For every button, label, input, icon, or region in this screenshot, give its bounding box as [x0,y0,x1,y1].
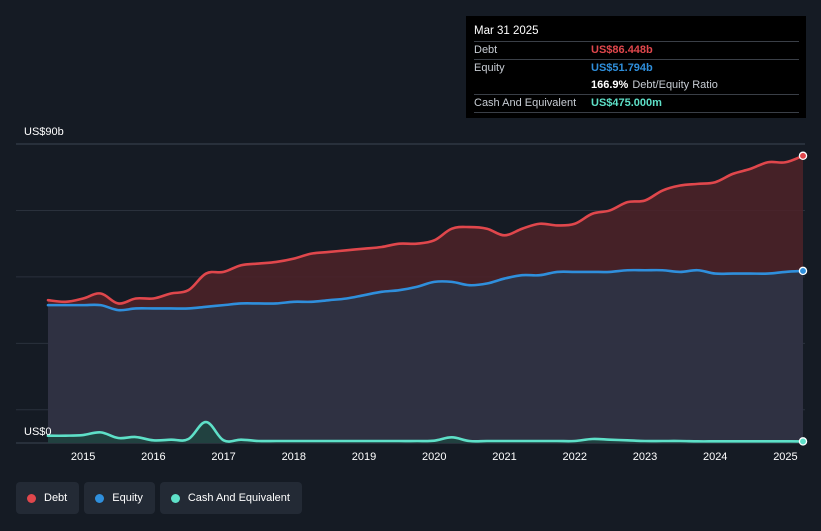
legend-dot-debt [27,493,36,503]
chart-tooltip: Mar 31 2025 Debt US$86.448b Equity US$51… [466,16,806,118]
area-cash-and-equivalent [48,422,803,443]
tooltip-row-cash: Cash And Equivalent US$475.000m [474,95,799,113]
x-tick-label: 2019 [352,451,376,463]
legend-dot-cash [170,493,180,503]
y-axis-top-label: US$90b [24,126,64,138]
legend-item-cash[interactable]: Cash And Equivalent [159,482,302,514]
legend-item-debt[interactable]: Debt [16,482,80,514]
line-cash-and-equivalent [46,420,805,443]
tooltip-equity-label: Equity [474,62,505,74]
tooltip-equity-value: US$51.794b [591,62,653,74]
legend-item-equity[interactable]: Equity [84,482,155,514]
tooltip-cash-label: Cash And Equivalent [474,97,577,109]
x-tick-label: 2025 [773,451,797,463]
x-tick-label: 2021 [492,451,516,463]
x-tick-label: 2017 [211,451,235,463]
series-end-markers [798,151,808,446]
tooltip-date: Mar 31 2025 [474,23,799,42]
y-axis-bottom-label: US$0 [24,426,52,438]
tooltip-debt-value: US$86.448b [591,44,653,56]
end-marker-cash-and-equivalent[interactable] [798,437,808,446]
legend-label-equity: Equity [112,492,143,504]
x-tick-label: 2018 [282,451,306,463]
legend-label-cash: Cash And Equivalent [187,492,290,504]
area-equity [48,270,803,443]
series-areas [48,155,803,443]
tooltip-ratio-suffix: Debt/Equity Ratio [632,79,718,91]
tooltip-cash-value: US$475.000m [591,97,662,109]
tooltip-row-equity: Equity US$51.794b [474,60,799,77]
tooltip-debt-label: Debt [474,44,498,56]
axes: US$90b US$0 2015 2016 2017 2018 2019 2020 2021… [24,126,798,463]
tooltip-ratio-value: 166.9% [591,79,629,91]
tooltip-row-debt: Debt US$86.448b [474,42,799,60]
x-tick-label: 2023 [633,451,657,463]
x-tick-label: 2016 [141,451,165,463]
end-marker-debt[interactable] [798,151,808,161]
x-axis-ticks: 2015 2016 2017 2018 2019 2020 2021 2022 2023 2024… [71,451,798,463]
end-marker-equity[interactable] [798,266,808,276]
tooltip-row-ratio: 166.9% Debt/Equity Ratio [474,77,799,95]
x-tick-label: 2015 [71,451,95,463]
tooltip-ratio-line: 166.9% Debt/Equity Ratio [591,77,718,94]
line-equity [46,268,805,312]
legend-label-debt: Debt [44,492,68,504]
x-tick-label: 2022 [563,451,587,463]
legend-dot-equity [95,493,105,503]
series-lines [46,154,805,443]
chart-legend: Debt Equity Cash And Equivalent [16,482,302,514]
x-tick-label: 2024 [703,451,727,463]
line-debt [46,154,805,305]
x-tick-label: 2020 [422,451,446,463]
